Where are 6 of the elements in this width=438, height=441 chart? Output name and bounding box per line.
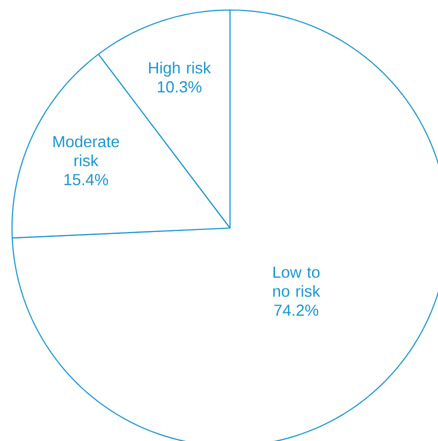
- data-label: 74.2%: [274, 304, 318, 316]
- data-label: 10.3%: [158, 81, 202, 93]
- slice-label: High risk: [149, 62, 211, 77]
- data-label: 15.4%: [64, 174, 108, 186]
- slice-label: Low to no risk: [273, 266, 320, 297]
- slice-label: Moderate risk: [53, 136, 120, 166]
